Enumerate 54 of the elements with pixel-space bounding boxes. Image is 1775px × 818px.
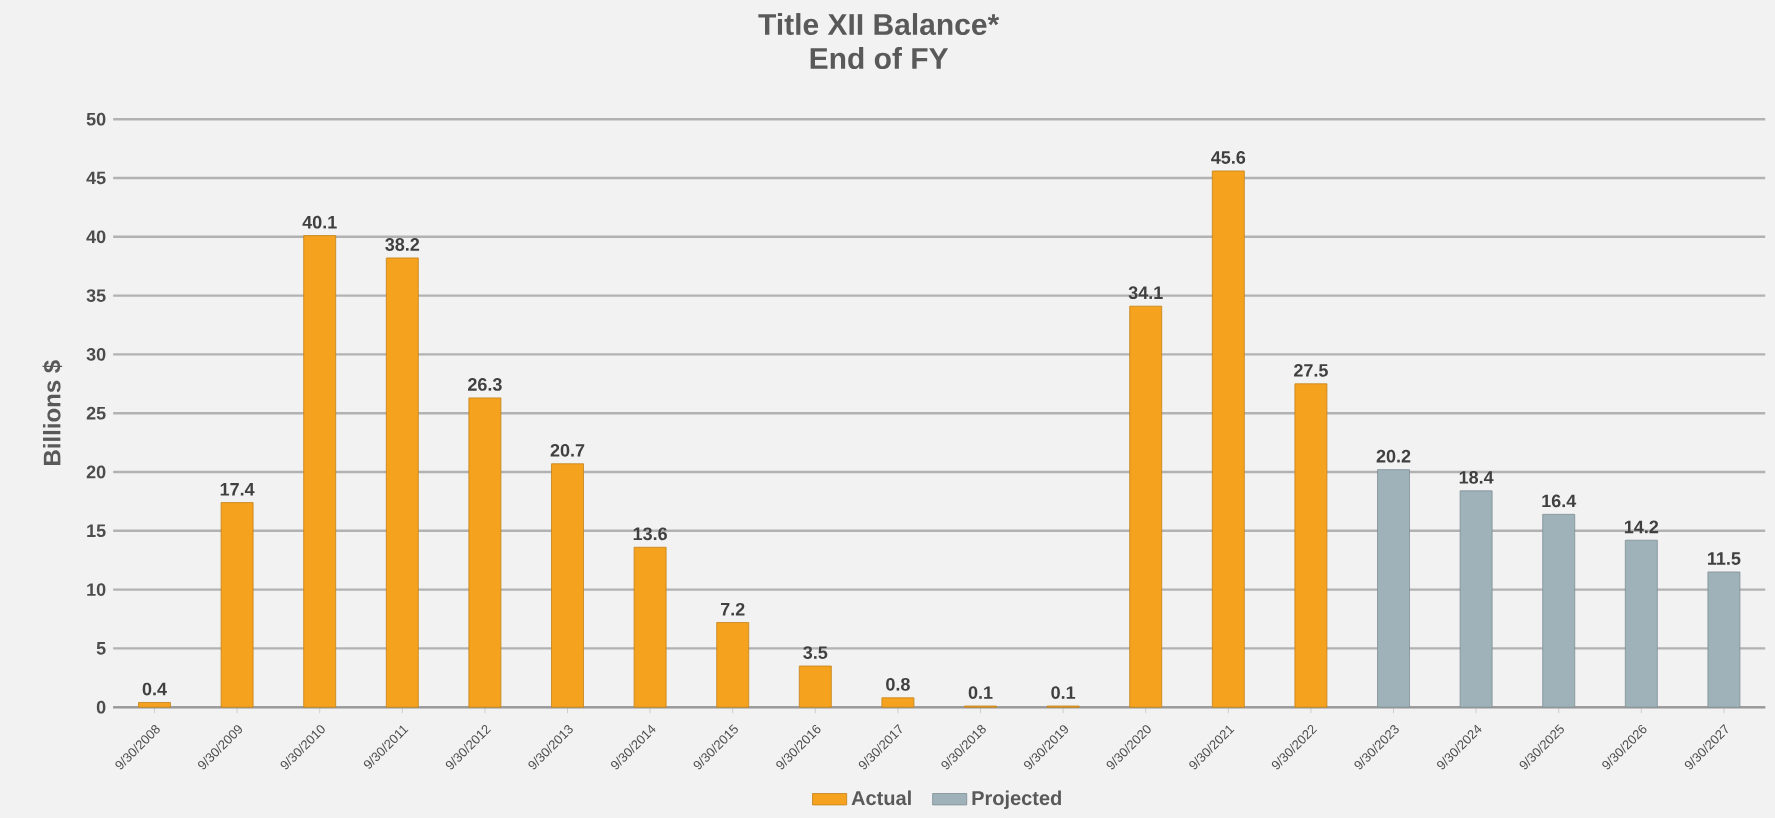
bar	[1294, 383, 1328, 708]
data-label: 34.1	[1128, 286, 1163, 300]
y-tick-label: 5	[96, 642, 106, 655]
bar	[1377, 469, 1410, 708]
bar	[303, 235, 337, 708]
bar	[220, 502, 254, 708]
bar	[138, 702, 171, 708]
chart-title: Title XII Balance*	[758, 13, 1000, 36]
bar	[1624, 539, 1658, 708]
bar	[798, 665, 832, 708]
y-tick-label: 40	[86, 230, 106, 244]
data-label: 13.6	[633, 527, 667, 541]
legend-label: Actual	[851, 790, 911, 806]
data-label: 0.1	[1051, 686, 1076, 699]
data-label: 20.7	[550, 443, 585, 457]
y-tick-label: 50	[86, 112, 106, 126]
bar	[385, 257, 419, 708]
bar	[1707, 571, 1741, 708]
y-tick-label: 35	[86, 289, 106, 302]
y-tick-label: 10	[87, 583, 106, 596]
bar	[551, 463, 584, 708]
y-axis-title: Billions $	[42, 360, 63, 465]
data-label: 27.5	[1294, 363, 1328, 377]
data-label: 14.2	[1624, 520, 1659, 534]
data-label: 26.3	[468, 378, 502, 391]
data-label: 18.4	[1459, 470, 1494, 484]
bar	[1459, 490, 1493, 708]
data-label: 0.4	[142, 682, 167, 696]
bar	[468, 397, 502, 708]
bar	[716, 622, 750, 708]
data-label: 40.1	[302, 215, 337, 229]
bar	[881, 697, 915, 708]
bar	[1211, 170, 1245, 708]
bar	[1542, 513, 1576, 708]
y-tick-label: 20	[86, 465, 106, 479]
data-label: 20.2	[1376, 449, 1411, 463]
data-label: 0.8	[886, 677, 910, 691]
data-label: 17.4	[220, 483, 255, 496]
data-label: 38.2	[385, 238, 420, 251]
data-label: 16.4	[1542, 494, 1577, 508]
data-label: 0.1	[968, 686, 993, 699]
y-tick-label: 30	[86, 348, 106, 361]
y-tick-label: 15	[87, 524, 106, 538]
y-tick-label: 45	[86, 171, 106, 185]
data-label: 7.2	[720, 602, 745, 616]
y-tick-label: 25	[86, 406, 106, 420]
data-label: 3.5	[803, 646, 828, 659]
data-label: 11.5	[1708, 552, 1741, 565]
bar	[1129, 305, 1163, 708]
bar	[633, 546, 667, 708]
chart-subtitle: End of FY	[810, 47, 949, 70]
y-tick-label: 0	[96, 700, 106, 714]
legend-label: Projected	[972, 790, 1061, 810]
data-label: 45.6	[1211, 151, 1246, 164]
